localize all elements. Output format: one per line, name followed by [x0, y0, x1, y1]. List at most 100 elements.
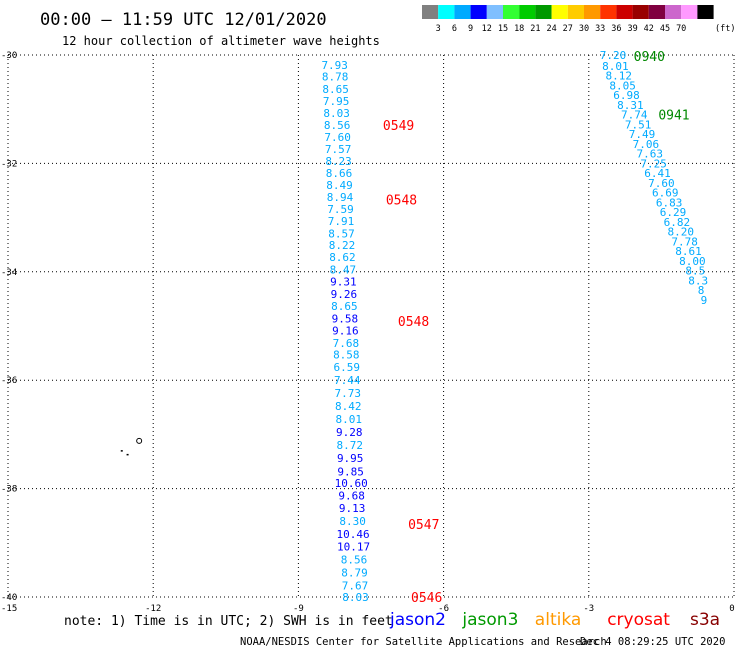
x-tick-label: -15 — [1, 604, 17, 614]
grid — [7, 54, 735, 598]
x-tick-label: -3 — [583, 604, 594, 614]
swh-value-label: 7.91 — [328, 215, 355, 228]
swh-value-label: 7.59 — [327, 203, 354, 216]
chart-title: 00:00 – 11:59 UTC 12/01/2020 — [40, 10, 327, 30]
swh-value-label: 8.62 — [329, 251, 356, 264]
colorbar-label: 6 — [452, 24, 457, 34]
colorbar-label: 30 — [579, 24, 589, 34]
swh-value-label: 8.30 — [339, 515, 366, 528]
swh-value-label: 6.83 — [656, 196, 683, 209]
swh-value-label: 8.03 — [342, 591, 369, 604]
swh-value-label: 7.74 — [621, 109, 648, 122]
swh-value-label: 7.51 — [625, 118, 652, 131]
swh-value-label: 7.60 — [324, 131, 351, 144]
colorbar-swatch — [648, 5, 665, 19]
x-tick-label: -12 — [145, 604, 161, 614]
swh-value-label: 8.22 — [329, 239, 356, 252]
colorbar-swatch — [584, 5, 601, 19]
swh-value-label: 9 — [701, 294, 708, 307]
swh-value-label: 8.57 — [328, 227, 355, 240]
swh-value-label: 7.68 — [333, 337, 360, 350]
colorbar-label: 45 — [660, 24, 670, 34]
swh-value-label: 6.82 — [664, 216, 691, 229]
y-tick-label: -30 — [1, 51, 17, 61]
swh-value-label: 8.61 — [675, 245, 702, 258]
colorbar-swatch — [422, 5, 439, 19]
swh-value-label: 9.58 — [332, 312, 359, 325]
coastline — [120, 437, 143, 456]
colorbar-swatch — [681, 5, 698, 19]
swh-value-label: 6.29 — [660, 206, 687, 219]
coastline-dot — [126, 453, 129, 456]
satellite-legend-jason3: jason3 — [461, 610, 518, 630]
y-tick-label: -34 — [1, 268, 17, 278]
swh-value-label: 8.58 — [333, 349, 360, 362]
swh-value-label: 6.59 — [334, 361, 361, 374]
satellite-legend-jason2: jason2 — [389, 610, 446, 630]
y-tick-label: -38 — [1, 485, 17, 495]
chart-subtitle: 12 hour collection of altimeter wave hei… — [62, 34, 380, 48]
footer-timestamp: Dec 4 08:29:25 UTC 2020 — [580, 636, 725, 648]
colorbar-label: 27 — [563, 24, 573, 34]
colorbar-label: 15 — [498, 24, 508, 34]
swh-value-label: 8.00 — [679, 255, 706, 268]
time-label: 0940 — [634, 50, 665, 65]
swh-value-label: 8.66 — [326, 167, 353, 180]
colorbar-label: 21 — [530, 24, 540, 34]
swh-value-label: 7.63 — [637, 148, 664, 161]
colorbar-swatch — [438, 5, 455, 19]
swh-value-label: 8.94 — [327, 191, 354, 204]
swh-value-label: 8.23 — [325, 155, 352, 168]
swh-value-label: 7.25 — [640, 157, 667, 170]
colorbar-swatch — [567, 5, 584, 19]
swh-value-label: 6.98 — [613, 89, 640, 102]
satellite-legend-altika: altika — [535, 610, 582, 630]
colorbar-label: 42 — [644, 24, 654, 34]
swh-value-label: 8.79 — [341, 567, 368, 580]
time-label: 0549 — [383, 119, 414, 134]
colorbar-label: 3 — [436, 24, 441, 34]
swh-value-label: 9.13 — [339, 502, 366, 515]
swh-value-label: 8.05 — [609, 79, 636, 92]
swh-value-label: 7.57 — [325, 143, 352, 156]
swh-value-label: 9.31 — [330, 276, 357, 289]
swh-value-label: 8.65 — [331, 300, 358, 313]
swh-value-label: 8.03 — [323, 107, 350, 120]
swh-value-label: 7.20 — [600, 49, 627, 62]
y-tick-label: -40 — [1, 593, 17, 603]
swh-value-label: 8.01 — [335, 413, 362, 426]
footer-credit: NOAA/NESDIS Center for Satellite Applica… — [240, 636, 607, 648]
coastline-island — [136, 437, 143, 444]
swh-value-label: 7.06 — [633, 138, 660, 151]
swh-value-label: 6.69 — [652, 187, 679, 200]
satellite-legend-s3a: s3a — [690, 610, 720, 630]
swh-value-label: 8.01 — [602, 60, 629, 73]
colorbar-swatch — [600, 5, 617, 19]
time-label: 0548 — [398, 315, 429, 330]
swh-value-label: 8.49 — [326, 179, 353, 192]
colorbar-label: 18 — [514, 24, 524, 34]
y-tick-label: -32 — [1, 159, 17, 169]
x-axis-ticks: -15 -12 -9 -6 -3 0 — [1, 604, 735, 614]
colorbar-swatch — [454, 5, 471, 19]
colorbar-label: 24 — [546, 24, 556, 34]
satellite-legend: jason2 jason3 altika cryosat s3a — [389, 610, 720, 630]
colorbar-label: 33 — [595, 24, 605, 34]
swh-value-label: 8.56 — [324, 119, 351, 132]
swh-value-label: 7.67 — [342, 580, 369, 593]
swh-value-label: 8 — [698, 284, 705, 297]
swh-value-label: 9.16 — [332, 324, 359, 337]
colorbar-swatch — [697, 5, 714, 19]
swh-value-label: 10.17 — [337, 541, 370, 554]
swh-value-label: 10.60 — [335, 477, 368, 490]
colorbar-unit: (ft) — [715, 24, 735, 34]
swh-value-label: 7.78 — [671, 235, 698, 248]
colorbar-swatch — [470, 5, 487, 19]
swh-value-label: 9.95 — [337, 452, 364, 465]
swh-value-label: 8.65 — [322, 83, 349, 96]
swh-value-label: 8.31 — [617, 99, 644, 112]
colorbar-swatch — [632, 5, 649, 19]
x-tick-label: -9 — [293, 604, 304, 614]
swh-value-label: 7.44 — [334, 374, 361, 387]
